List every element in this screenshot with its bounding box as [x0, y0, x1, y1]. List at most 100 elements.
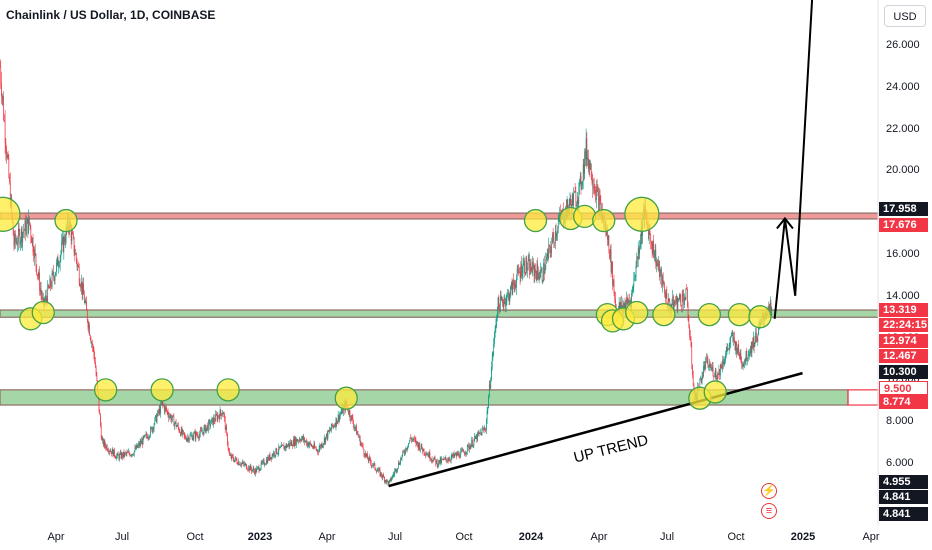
candle-body [659, 270, 661, 278]
candle-body [204, 425, 206, 428]
candle-body [622, 303, 624, 306]
candle-body [387, 481, 389, 485]
candle-body [174, 423, 175, 427]
candle-body [708, 366, 709, 368]
candle-body [92, 342, 93, 347]
candle-body [307, 442, 308, 446]
candle-body [227, 433, 228, 445]
candle-body [654, 256, 655, 258]
candle-body [631, 287, 633, 294]
candle-body [190, 435, 192, 436]
candle-body [255, 469, 257, 473]
candle-body [393, 474, 395, 475]
flash-icon[interactable]: ⚡ [761, 483, 777, 499]
candle-body [289, 442, 291, 447]
candle-body [742, 363, 743, 367]
candle-body [176, 426, 178, 427]
candle-body [589, 160, 591, 170]
candle-body [389, 479, 390, 483]
candle-body [716, 376, 718, 380]
candle-body [263, 460, 265, 465]
candle-body [74, 253, 76, 255]
candle-body [221, 414, 223, 417]
candle-body [477, 432, 479, 434]
trendline-layer [388, 371, 803, 488]
candle-body [493, 343, 495, 354]
candle-body [428, 452, 430, 458]
candle-body [686, 288, 687, 290]
candle-body [355, 425, 357, 428]
candle-body [447, 460, 449, 462]
candle-body [31, 237, 33, 244]
candle-body [576, 199, 578, 205]
candle-body [214, 421, 216, 422]
candle-body [770, 302, 772, 310]
candle-body [663, 284, 665, 287]
candle-body [569, 198, 571, 206]
candle-body [487, 407, 489, 411]
candle-body [640, 241, 641, 248]
candle-body [459, 457, 461, 458]
candle-body [205, 425, 206, 433]
candle-body [15, 241, 17, 243]
candle-body [736, 351, 738, 354]
candle-body [117, 453, 118, 456]
candle-body [577, 199, 579, 204]
candle-body [107, 450, 109, 451]
candle-body [719, 368, 720, 376]
candle-body [244, 464, 246, 466]
candle-body [342, 407, 344, 414]
price-tag: 9.500 [879, 381, 928, 395]
candle-body [519, 272, 521, 278]
candle-body [477, 432, 478, 441]
candle-body [664, 286, 665, 294]
candle-body [285, 444, 287, 449]
candle-body [61, 241, 62, 252]
candle-body [392, 474, 394, 476]
candle-body [40, 288, 42, 294]
candle-body [188, 438, 190, 442]
candle-body [100, 414, 101, 426]
candle-body [263, 460, 264, 462]
candle-body [167, 411, 169, 416]
candle-body [326, 433, 328, 439]
candle-body [127, 452, 128, 453]
highlight-circle [727, 302, 752, 327]
candle-body [194, 432, 195, 434]
candle-body [251, 468, 252, 472]
candle-body [128, 451, 130, 454]
candle-body [105, 445, 106, 449]
highlight-circle [748, 305, 772, 329]
candle-body [498, 297, 500, 305]
candle-body [700, 378, 702, 384]
candle-body [508, 293, 509, 294]
candle-body [260, 468, 261, 471]
candle-body [297, 440, 299, 442]
candle-body [150, 427, 152, 429]
candle-body [658, 261, 660, 267]
candle-body [545, 259, 547, 269]
candle-body [368, 457, 370, 462]
candle-body [535, 269, 536, 273]
candle-body [353, 427, 355, 428]
candle-body [92, 346, 94, 348]
candle-body [536, 264, 538, 280]
alert-icon[interactable]: ≡ [761, 503, 777, 519]
candle-body [162, 401, 164, 405]
candle-body [503, 301, 505, 307]
candle-body [590, 163, 592, 180]
candle-body [191, 435, 192, 436]
candle-body [370, 462, 372, 466]
currency-button[interactable]: USD [884, 5, 926, 27]
candle-body [524, 272, 526, 275]
candle-body [363, 449, 365, 455]
candle-body [515, 287, 517, 288]
candle-body [356, 425, 357, 435]
candle-body [117, 453, 119, 456]
candle-body [490, 379, 492, 388]
candle-body [574, 191, 575, 194]
candle-body [238, 461, 240, 465]
candle-body [268, 457, 269, 461]
candle-body [222, 412, 224, 415]
